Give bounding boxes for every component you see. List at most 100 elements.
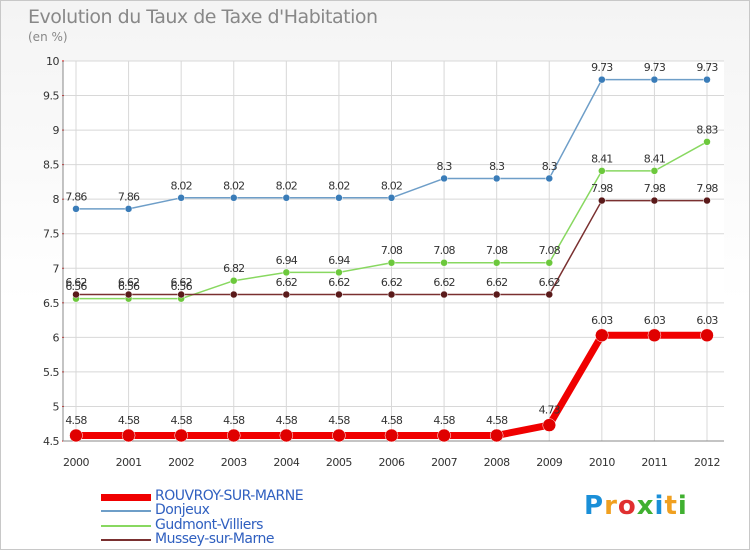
chart-subtitle: (en %) [28,30,68,44]
data-label: 4.73 [539,404,561,417]
y-tick-label: 7 [53,262,60,275]
x-tick-label: 2009 [536,456,562,469]
x-tick-label: 2007 [431,456,457,469]
legend-label: Gudmont-Villiers [155,517,263,533]
data-point [177,194,185,202]
legend-swatch [101,493,151,501]
data-point [545,258,553,267]
data-label: 4.58 [223,414,245,427]
data-point [703,138,711,146]
data-label: 6.62 [433,276,454,289]
data-label: 6.62 [276,276,297,289]
data-point [72,290,80,299]
data-label: 4.58 [276,414,298,427]
data-point [542,418,556,432]
x-tick-label: 2012 [694,456,720,469]
data-label: 4.58 [328,414,350,427]
data-label: 9.73 [644,61,666,74]
data-label: 4.58 [433,414,455,427]
y-tick-label: 8 [53,193,60,206]
data-label: 6.62 [539,276,560,289]
series-gudmont-villiers: 6.56 6.56 6.56 6.82 6.94 6.94 7.08 7.08 7.08 7.08… [65,123,719,303]
data-label: 6.62 [118,276,139,289]
data-label: 8.3 [489,160,505,173]
data-label: 4.58 [65,414,87,427]
data-label: 8.41 [644,152,665,165]
data-point [598,75,606,84]
data-point [703,75,711,84]
x-tick-label: 2008 [484,456,510,469]
data-label: 6.62 [328,276,349,289]
data-point [598,167,606,175]
data-label: 6.62 [381,276,402,289]
y-tick-label: 5.5 [43,366,59,379]
data-point [387,290,396,299]
data-label: 7.86 [118,190,140,203]
logo-letter: x [636,491,655,521]
data-point [492,174,501,183]
data-label: 8.02 [171,179,192,192]
y-tick-label: 8.5 [43,159,59,172]
data-point [647,328,662,343]
y-tick-label: 6 [53,331,60,344]
y-tick-label: 9.5 [43,90,59,103]
legend-swatch [101,525,151,527]
logo-letter: o [617,491,637,521]
series-donjeux: 7.86 7.86 8.02 8.02 8.02 8.02 8.02 8.3 8.3 8.3 9.7… [65,61,719,213]
data-label: 7.08 [486,244,508,257]
data-label: 8.3 [542,160,558,173]
data-label: 6.03 [696,314,718,327]
data-point [282,268,291,277]
data-point [650,167,659,175]
data-label: 6.56 [118,280,140,293]
x-tick-label: 2006 [379,456,405,469]
data-point [335,194,343,202]
data-point [650,75,659,84]
data-point [387,194,396,202]
data-label: 4.58 [381,414,403,427]
data-label: 6.62 [65,276,86,289]
x-tick-label: 2001 [116,456,142,469]
data-point [545,290,553,299]
x-tick-label: 2011 [641,456,667,469]
data-label: 6.94 [328,254,350,267]
x-tick-label: 2010 [589,456,615,469]
data-point [282,290,291,299]
x-tick-label: 2004 [273,456,299,469]
chart-title: Evolution du Taux de Taxe d'Habitation [28,6,378,28]
data-point [69,428,83,443]
data-point [384,428,399,443]
data-point [177,290,185,299]
data-point [121,428,136,443]
series-rouvroy-sur-marne: 4.58 4.58 4.58 4.58 4.58 4.58 4.58 4.58 4.58 4.73… [65,314,719,443]
data-label: 8.02 [223,179,244,192]
legend-label: Mussey-sur-Marne [155,531,274,547]
logo-letter: P [584,491,605,521]
data-label: 8.02 [328,179,349,192]
legend-swatch [101,539,151,541]
data-point [489,428,504,443]
data-point [595,328,609,343]
data-point [279,428,294,443]
y-tick-label: 5 [53,400,60,413]
data-label: 9.73 [696,61,718,74]
data-label: 4.58 [171,414,193,427]
data-point [598,196,606,205]
data-point [335,290,343,299]
data-label: 8.83 [696,123,718,136]
data-point [124,290,133,299]
data-point [437,428,451,443]
data-label: 7.98 [644,182,666,195]
logo-letter: r [604,491,618,521]
data-label: 7.86 [65,190,87,203]
data-label: 6.82 [223,262,244,275]
data-point [700,328,714,343]
data-point [545,174,553,183]
data-label: 7.98 [591,182,613,195]
data-point [440,174,448,183]
legend-label: Donjeux [155,502,210,518]
x-tick-label: 2002 [168,456,194,469]
data-point [492,290,501,299]
